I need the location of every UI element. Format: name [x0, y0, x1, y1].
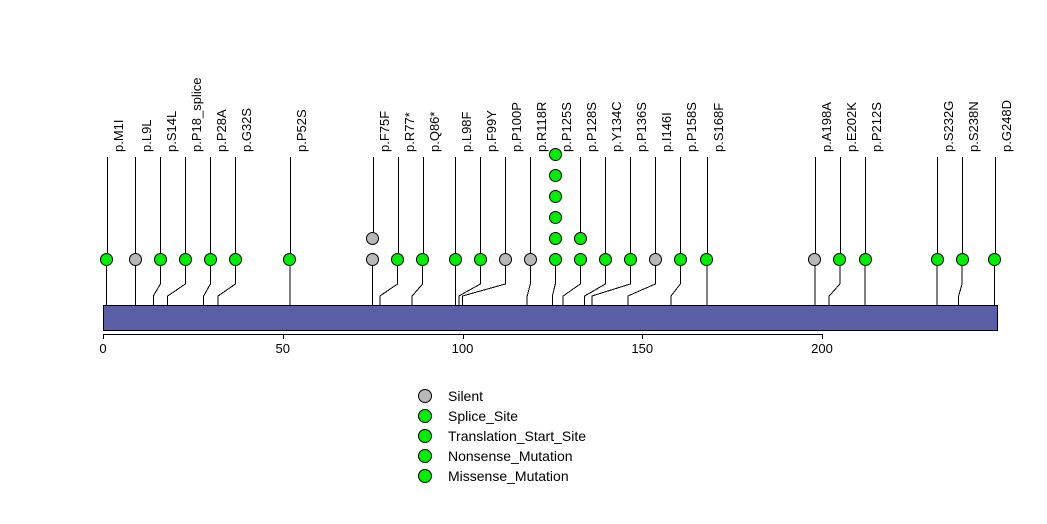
- x-axis-tick: [462, 334, 464, 339]
- legend-swatch-icon: [418, 409, 432, 423]
- mutation-dot[interactable]: [955, 252, 969, 266]
- mutation-dot[interactable]: [283, 252, 297, 266]
- mutation-stem-upper: [706, 157, 708, 253]
- mutation-dot[interactable]: [366, 252, 380, 266]
- mutation-dot[interactable]: [548, 189, 562, 203]
- mutation-dot[interactable]: [623, 252, 637, 266]
- mutation-dot[interactable]: [700, 252, 714, 266]
- mutation-dot[interactable]: [391, 252, 405, 266]
- mutation-stem-upper: [530, 157, 532, 253]
- mutation-stem-upper: [605, 157, 607, 253]
- mutation-dot[interactable]: [858, 252, 872, 266]
- mutation-dot[interactable]: [930, 252, 944, 266]
- mutation-dot[interactable]: [203, 252, 217, 266]
- legend-label: Splice_Site: [448, 408, 519, 424]
- legend-swatch-icon: [418, 389, 432, 403]
- mutation-stem-upper: [580, 157, 582, 232]
- legend-swatch-icon: [418, 449, 432, 463]
- legend-swatch-icon: [418, 429, 432, 443]
- mutation-dot[interactable]: [548, 147, 562, 161]
- mutation-stem-upper: [372, 157, 374, 232]
- mutation-stem-upper: [839, 157, 841, 253]
- mutation-stem-upper: [160, 157, 162, 253]
- x-axis-tick-label: 100: [451, 341, 474, 356]
- mutation-dot[interactable]: [416, 252, 430, 266]
- mutation-dot[interactable]: [128, 252, 142, 266]
- mutation-stem-upper: [680, 157, 682, 253]
- x-axis-tick-label: 150: [631, 341, 654, 356]
- x-axis-tick-label: 200: [811, 341, 833, 356]
- mutation-stem-upper: [210, 157, 212, 253]
- x-axis-tick: [103, 334, 104, 339]
- mutation-dot[interactable]: [448, 252, 462, 266]
- mutation-dot[interactable]: [648, 252, 662, 266]
- mutation-stem-upper: [655, 157, 657, 253]
- mutation-dot[interactable]: [153, 252, 167, 266]
- mutation-stem-upper: [106, 157, 108, 253]
- mutation-dot[interactable]: [228, 252, 242, 266]
- mutation-dot[interactable]: [548, 252, 562, 266]
- legend-swatch-icon: [418, 469, 432, 483]
- mutation-stem-upper: [397, 157, 399, 253]
- mutation-dot[interactable]: [498, 252, 512, 266]
- mutation-stem-upper: [505, 157, 507, 253]
- x-axis-tick: [282, 334, 284, 339]
- mutation-stem-upper: [814, 157, 816, 253]
- mutation-dot[interactable]: [598, 252, 612, 266]
- mutation-stem-upper: [422, 157, 424, 253]
- x-axis-tick: [822, 334, 823, 339]
- mutation-stem-upper: [235, 157, 237, 253]
- mutation-dot[interactable]: [178, 252, 192, 266]
- mutation-dot[interactable]: [548, 231, 562, 245]
- mutation-stem-upper: [185, 157, 187, 253]
- mutation-dot[interactable]: [573, 231, 587, 245]
- mutation-stem-upper: [455, 157, 457, 253]
- legend-label: Nonsense_Mutation: [448, 448, 573, 464]
- mutation-dot[interactable]: [473, 252, 487, 266]
- mutation-dot[interactable]: [833, 252, 847, 266]
- mutation-dot[interactable]: [548, 168, 562, 182]
- mutation-stem-upper: [865, 157, 867, 253]
- mutation-dot[interactable]: [988, 252, 1002, 266]
- mutation-dot[interactable]: [100, 252, 114, 266]
- x-axis-tick-label: 0: [99, 341, 107, 356]
- legend-label: Missense_Mutation: [448, 468, 569, 484]
- mutation-stem-upper: [480, 157, 482, 253]
- mutation-dot[interactable]: [673, 252, 687, 266]
- mutation-stem-upper: [962, 157, 964, 253]
- mutation-dot[interactable]: [808, 252, 822, 266]
- protein-backbone-bar: [103, 305, 999, 331]
- mutation-dot[interactable]: [548, 210, 562, 224]
- mutation-stem-upper: [937, 157, 939, 253]
- mutation-dot[interactable]: [523, 252, 537, 266]
- mutation-stem-upper: [289, 157, 291, 253]
- legend-label: Silent: [448, 388, 484, 404]
- legend-label: Translation_Start_Site: [448, 428, 586, 444]
- x-axis-tick: [642, 334, 644, 339]
- mutation-dot[interactable]: [573, 252, 587, 266]
- x-axis-tick-label: 50: [275, 341, 290, 356]
- mutation-stem-upper: [994, 157, 996, 253]
- mutation-stem-upper: [630, 157, 632, 253]
- mutation-dot[interactable]: [366, 231, 380, 245]
- mutation-stem-upper: [135, 157, 137, 253]
